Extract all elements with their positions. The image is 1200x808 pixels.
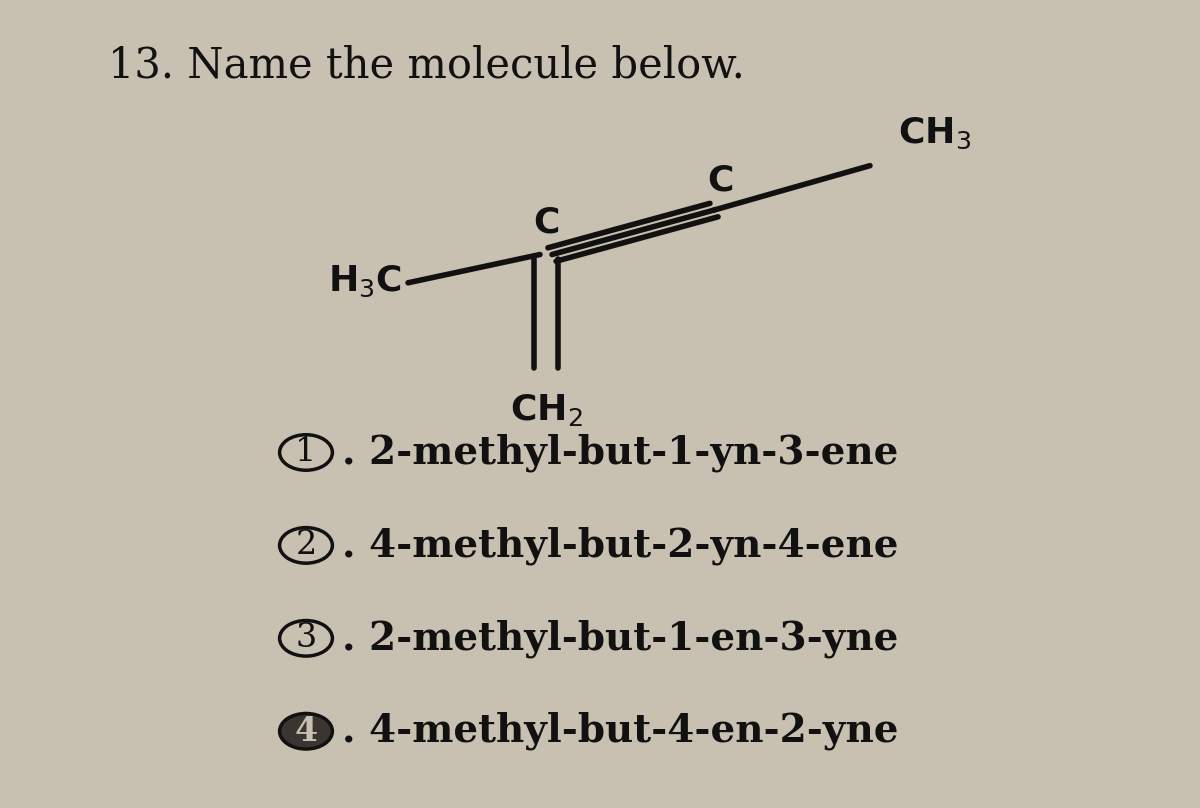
Text: H$_3$C: H$_3$C xyxy=(329,263,402,299)
Text: CH$_3$: CH$_3$ xyxy=(898,116,971,151)
Text: 3: 3 xyxy=(295,622,317,654)
Text: C: C xyxy=(707,164,733,198)
Text: 1: 1 xyxy=(295,436,317,469)
Text: . 4-methyl-but-4-en-2-yne: . 4-methyl-but-4-en-2-yne xyxy=(342,712,899,751)
Text: . 4-methyl-but-2-yn-4-ene: . 4-methyl-but-2-yn-4-ene xyxy=(342,526,899,565)
Text: 4: 4 xyxy=(294,715,318,747)
Text: 2: 2 xyxy=(295,529,317,562)
Text: C: C xyxy=(533,206,559,240)
Text: CH$_2$: CH$_2$ xyxy=(510,392,582,428)
Text: . 2-methyl-but-1-yn-3-ene: . 2-methyl-but-1-yn-3-ene xyxy=(342,433,899,472)
Text: 13. Name the molecule below.: 13. Name the molecule below. xyxy=(108,44,745,86)
Circle shape xyxy=(280,713,332,749)
Text: . 2-methyl-but-1-en-3-yne: . 2-methyl-but-1-en-3-yne xyxy=(342,619,899,658)
